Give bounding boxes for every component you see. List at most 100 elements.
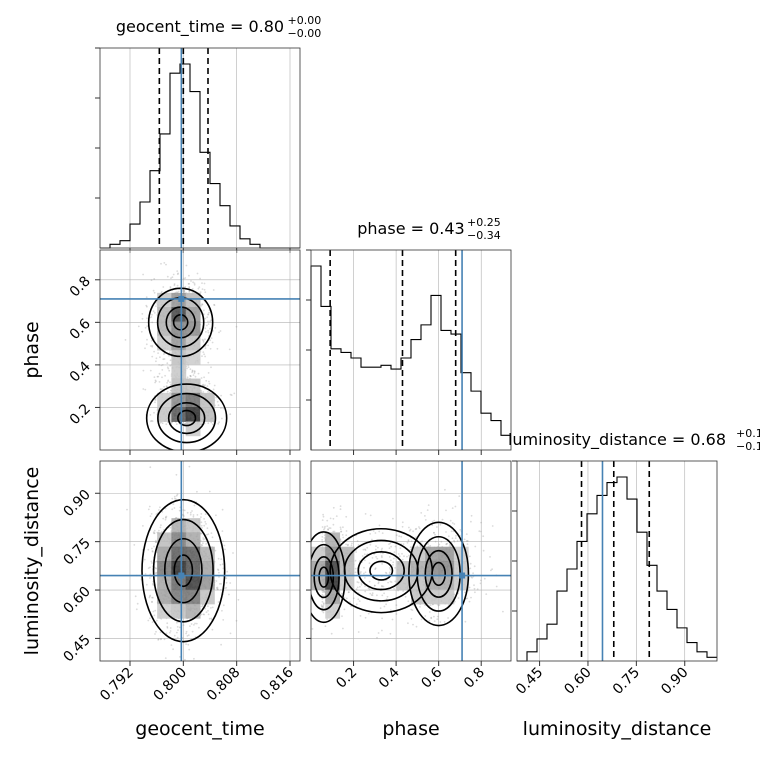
sample-point [453, 539, 455, 542]
sample-point [447, 617, 449, 619]
sample-point [157, 639, 160, 641]
sample-point [201, 303, 204, 306]
sample-point [207, 372, 210, 374]
sample-point [158, 381, 161, 383]
sample-point [375, 545, 377, 547]
sample-point [408, 529, 411, 532]
sample-point [208, 490, 211, 493]
sample-point [401, 525, 404, 528]
sample-point [393, 557, 395, 560]
sample-point [189, 625, 191, 627]
x-tick-label: 0.8 [461, 665, 488, 692]
sample-point [188, 465, 191, 468]
sample-point [144, 573, 147, 575]
sample-point [449, 519, 452, 522]
sample-point [220, 407, 222, 409]
sample-point [458, 495, 461, 497]
sample-point [321, 541, 324, 543]
sample-point [153, 411, 155, 414]
sample-point [403, 555, 405, 558]
x-axis-label-geocent_time: geocent_time [135, 718, 264, 740]
sample-point [203, 613, 206, 616]
sample-point [429, 604, 432, 607]
sample-point [193, 504, 196, 507]
sample-point [394, 580, 397, 583]
sample-point [212, 388, 215, 391]
sample-point [342, 526, 344, 529]
sample-point [392, 561, 395, 564]
sample-point [169, 287, 172, 289]
sample-point [455, 534, 457, 537]
sample-point [368, 562, 371, 565]
sample-point [341, 615, 343, 618]
sample-point [342, 536, 345, 539]
sample-point [433, 620, 436, 623]
histogram-phase [310, 265, 511, 450]
sample-point [187, 283, 190, 285]
sample-point [371, 557, 374, 559]
sample-point [219, 330, 222, 332]
sample-point [218, 421, 221, 424]
sample-point [188, 274, 190, 277]
sample-point [364, 590, 367, 593]
title-text: geocent_time = 0.80 [116, 17, 284, 37]
sample-point [207, 329, 210, 332]
sample-point [321, 539, 323, 541]
sample-point [438, 604, 441, 606]
density-cell [453, 575, 469, 591]
sample-point [149, 515, 152, 518]
sample-point [177, 272, 180, 275]
density-cell [411, 589, 426, 605]
sample-point [188, 287, 191, 289]
truth-marker [459, 572, 466, 579]
title-text: phase = 0.43 [357, 219, 464, 238]
sample-point [192, 281, 195, 284]
sample-point [142, 388, 145, 390]
sample-point [154, 633, 156, 635]
sample-point [322, 595, 325, 597]
sample-point [166, 390, 169, 393]
sample-point [182, 515, 185, 517]
sample-point [482, 535, 485, 538]
sample-point [207, 323, 210, 325]
sample-point [148, 505, 151, 508]
sample-point [191, 510, 193, 512]
sample-point [189, 368, 192, 371]
sample-point [158, 529, 160, 532]
sample-point [216, 400, 219, 403]
sample-point [345, 543, 347, 546]
sample-point [218, 571, 220, 574]
panel-frame [99, 47, 301, 249]
sample-point [483, 577, 486, 580]
sample-point [144, 326, 147, 329]
sample-point [175, 473, 178, 476]
sample-point [147, 548, 150, 551]
sample-point [207, 313, 210, 315]
sample-point [200, 516, 202, 518]
sample-point [412, 623, 414, 626]
sample-point [147, 619, 150, 622]
y-tick-label: 0.90 [60, 487, 93, 520]
sample-point [418, 527, 421, 530]
scatter-panel-geocent_time-luminosity_distance: 0.792 0.800 0.808 0.816 0.45 0.60 0.75 0.90 [60, 460, 301, 704]
histogram-panel-luminosity_distance: 0.45 0.60 0.75 0.90 luminosity_distance = 0.… [508, 427, 760, 698]
sample-point [363, 553, 366, 556]
sample-point [223, 544, 226, 547]
sample-point [330, 632, 333, 635]
y-tick-label: 0.45 [60, 632, 93, 665]
sample-point [193, 372, 196, 374]
sample-point [162, 517, 165, 520]
sample-point [406, 555, 408, 558]
sample-point [220, 643, 223, 646]
sample-point [409, 548, 412, 551]
sample-point [211, 606, 214, 609]
sample-point [149, 420, 152, 423]
sample-point [445, 531, 447, 533]
sample-point [424, 519, 427, 521]
sample-point [345, 515, 348, 518]
sample-point [453, 540, 456, 543]
sample-point [210, 337, 213, 339]
sample-point [184, 286, 187, 288]
sample-point [160, 524, 162, 526]
